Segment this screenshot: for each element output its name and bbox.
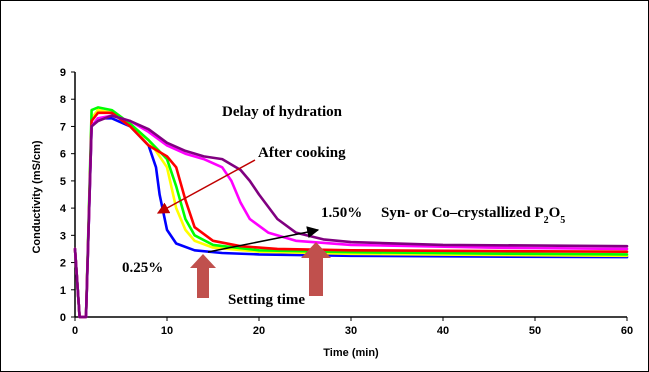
x-tick-label: 10 <box>161 325 173 337</box>
annotations <box>156 159 331 298</box>
x-tick-label: 40 <box>437 325 449 337</box>
y-tick-label: 1 <box>60 285 66 297</box>
setting-time-arrow-right <box>301 242 331 296</box>
x-tick-label: 0 <box>72 325 78 337</box>
y-tick-label: 4 <box>60 203 67 215</box>
x-tick-label: 60 <box>621 325 633 337</box>
annotation-1-50-percent: 1.50% <box>321 205 362 221</box>
annotation-delay-of-hydration: Delay of hydration <box>222 104 343 120</box>
y-axis-label: Conductivity (mS/cm) <box>31 140 43 253</box>
x-axis-label: Time (min) <box>323 347 379 359</box>
y-tick-label: 3 <box>60 230 66 242</box>
annotation-p2o5: Syn- or Co–crystallized P2O5 <box>381 205 565 226</box>
concentration-arrow <box>207 226 320 253</box>
axes: 0 1 2 3 4 5 6 7 8 9 0 10 20 30 40 50 60 <box>60 67 633 337</box>
x-tick-label: 30 <box>345 325 357 337</box>
y-tick-label: 9 <box>60 67 66 79</box>
y-tick-label: 7 <box>60 121 66 133</box>
annotation-setting-time: Setting time <box>228 292 305 308</box>
y-tick-label: 5 <box>60 176 66 188</box>
annotation-after-cooking: After cooking <box>258 145 346 161</box>
x-tick-label: 20 <box>253 325 265 337</box>
y-tick-label: 2 <box>60 258 66 270</box>
after-cooking-arrow <box>156 159 256 214</box>
y-tick-label: 0 <box>60 312 66 324</box>
annotation-0-25-percent: 0.25% <box>122 260 163 276</box>
setting-time-arrow-left <box>190 254 216 298</box>
x-tick-label: 50 <box>529 325 541 337</box>
y-tick-label: 6 <box>60 149 66 161</box>
y-tick-label: 8 <box>60 94 66 106</box>
